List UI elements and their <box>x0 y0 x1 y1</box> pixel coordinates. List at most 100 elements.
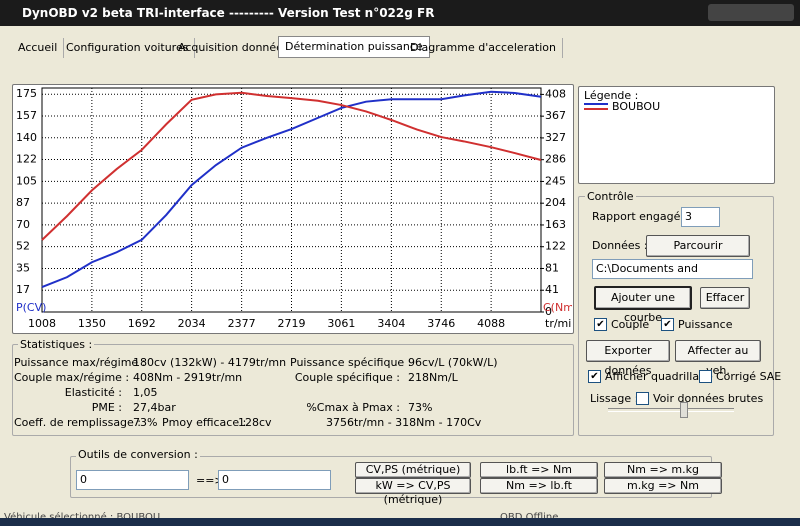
stat-label: Pmoy efficace : <box>162 416 247 429</box>
y-tick-label: 175 <box>16 87 37 100</box>
exporter-button[interactable]: Exporter données <box>586 340 670 377</box>
checkbox-label: Puissance <box>678 318 733 331</box>
stat-label: Puissance max/régime : <box>14 356 146 369</box>
y2-tick-label: 204 <box>545 196 566 209</box>
tab[interactable]: Accueil <box>12 38 65 58</box>
checkbox[interactable]: ✔ <box>594 318 607 331</box>
convert-button[interactable]: Nm => lb.ft <box>480 478 598 494</box>
tab[interactable]: Configuration voitures <box>60 38 196 58</box>
stat-value: 73% <box>408 401 433 414</box>
y2-tick-label: 0 <box>545 305 552 318</box>
legend-panel <box>578 86 775 184</box>
y2-tick-label: 367 <box>545 109 566 122</box>
outils-title: Outils de conversion : <box>76 448 200 461</box>
status-obd: OBD Offline <box>500 512 558 523</box>
legend-swatch-red <box>584 108 608 110</box>
y-tick-label: 157 <box>16 109 37 122</box>
stat-value: 73% <box>133 416 158 429</box>
plot-frame <box>41 87 542 313</box>
checkbox[interactable] <box>699 370 712 383</box>
stats-group <box>12 344 574 436</box>
x-tick-label: 1350 <box>78 317 106 330</box>
checkbox[interactable] <box>636 392 649 405</box>
stat-value: 1,05 <box>133 386 158 399</box>
stat-label: Puissance spécifique : <box>290 356 412 369</box>
stat-value: 27,4bar <box>133 401 176 414</box>
y-tick-label: 122 <box>16 153 37 166</box>
lissage-label: Lissage : <box>590 392 639 405</box>
effacer-button[interactable]: Effacer <box>700 287 750 309</box>
stat-value: 128cv <box>238 416 272 429</box>
x-tick-label: 1008 <box>28 317 56 330</box>
y2-tick-label: 245 <box>545 174 566 187</box>
y-tick-label: 87 <box>16 196 30 209</box>
convert-button[interactable]: m.kg => Nm <box>604 478 722 494</box>
y2-tick-label: 408 <box>545 87 566 100</box>
series-line <box>41 90 542 289</box>
donnees-label: Données : <box>592 239 648 252</box>
window-title: DynOBD v2 beta TRI-interface --------- V… <box>22 6 435 20</box>
checkbox-label: Voir données brutes <box>653 392 764 405</box>
legend-label: BOUBOU <box>612 100 661 113</box>
affecter-button[interactable]: Affecter au veh. <box>675 340 761 377</box>
stat-value: 96cv/L (70kW/L) <box>408 356 498 369</box>
stat-label: Coeff. de remplissage : <box>14 416 142 429</box>
y-tick-label: 140 <box>16 131 37 144</box>
checkbox-label: Corrigé SAE <box>716 370 782 383</box>
controle-group <box>578 196 774 436</box>
input-1[interactable]: 0 <box>76 470 189 490</box>
taskbar <box>0 518 800 526</box>
x-tick-label: 3061 <box>327 317 355 330</box>
lissage-thumb[interactable] <box>680 402 688 418</box>
rapport-select[interactable]: 3 <box>681 207 720 227</box>
y2-tick-label: 163 <box>545 218 566 231</box>
y2-tick-label: 286 <box>545 153 566 166</box>
window-buttons[interactable] <box>708 4 794 21</box>
stat-summary: 3756tr/mn - 318Nm - 170Cv <box>326 416 482 429</box>
y-tick-label: 105 <box>16 174 37 187</box>
y2-tick-label: 81 <box>545 261 559 274</box>
x-axis-label: tr/min <box>545 317 572 330</box>
y2-tick-label: 41 <box>545 283 559 296</box>
checkbox[interactable]: ✔ <box>588 370 601 383</box>
x-tick-label: 3404 <box>377 317 405 330</box>
stat-label: PME : <box>91 401 122 414</box>
stats-title: Statistiques : <box>18 338 95 351</box>
y-tick-label: 17 <box>16 283 30 296</box>
ajouter-button[interactable]: Ajouter une courbe <box>594 286 692 324</box>
stat-label: Elasticité : <box>64 386 122 399</box>
stat-label: Couple max/régime : <box>14 371 130 384</box>
path-input[interactable]: C:\Documents and Settings\Admir <box>592 259 753 279</box>
convert-button[interactable]: lb.ft => Nm <box>480 462 598 478</box>
title-bar <box>0 0 800 26</box>
y-axis-label: P(CV) <box>16 301 46 314</box>
convert-button[interactable]: CV,PS (métrique) => kW <box>355 462 471 490</box>
legend-title: Légende : <box>584 89 639 102</box>
arrow: ==> <box>196 474 224 487</box>
tab[interactable]: Détermination puissance <box>278 36 430 58</box>
rapport-label: Rapport engagé : <box>592 210 688 223</box>
input-2[interactable]: 0 <box>218 470 331 490</box>
parcourir-button[interactable]: Parcourir <box>646 235 750 257</box>
stat-label: %Cmax à Pmax : <box>306 401 400 414</box>
checkbox[interactable]: ✔ <box>661 318 674 331</box>
stat-value: 180cv (132kW) - 4179tr/mn <box>133 356 287 369</box>
x-tick-label: 4088 <box>477 317 505 330</box>
x-tick-label: 2719 <box>278 317 306 330</box>
y2-axis-label: C(Nm) <box>543 301 572 314</box>
lissage-slider[interactable] <box>608 408 734 412</box>
y-tick-label: 70 <box>16 218 30 231</box>
y-tick-label: 35 <box>16 261 30 274</box>
series-line <box>41 91 542 241</box>
legend-swatch-blue <box>584 103 608 105</box>
convert-button[interactable]: Nm => m.kg <box>604 462 722 478</box>
tab[interactable]: Diagramme d'acceleration <box>404 38 563 58</box>
y2-tick-label: 327 <box>545 131 566 144</box>
stat-value: 408Nm - 2919tr/mn <box>133 371 243 384</box>
convert-button[interactable]: kW => CV,PS (métrique) <box>355 478 471 506</box>
y2-tick-label: 122 <box>545 240 566 253</box>
stat-value: 218Nm/L <box>408 371 458 384</box>
x-tick-label: 3746 <box>427 317 455 330</box>
x-tick-label: 2034 <box>178 317 206 330</box>
